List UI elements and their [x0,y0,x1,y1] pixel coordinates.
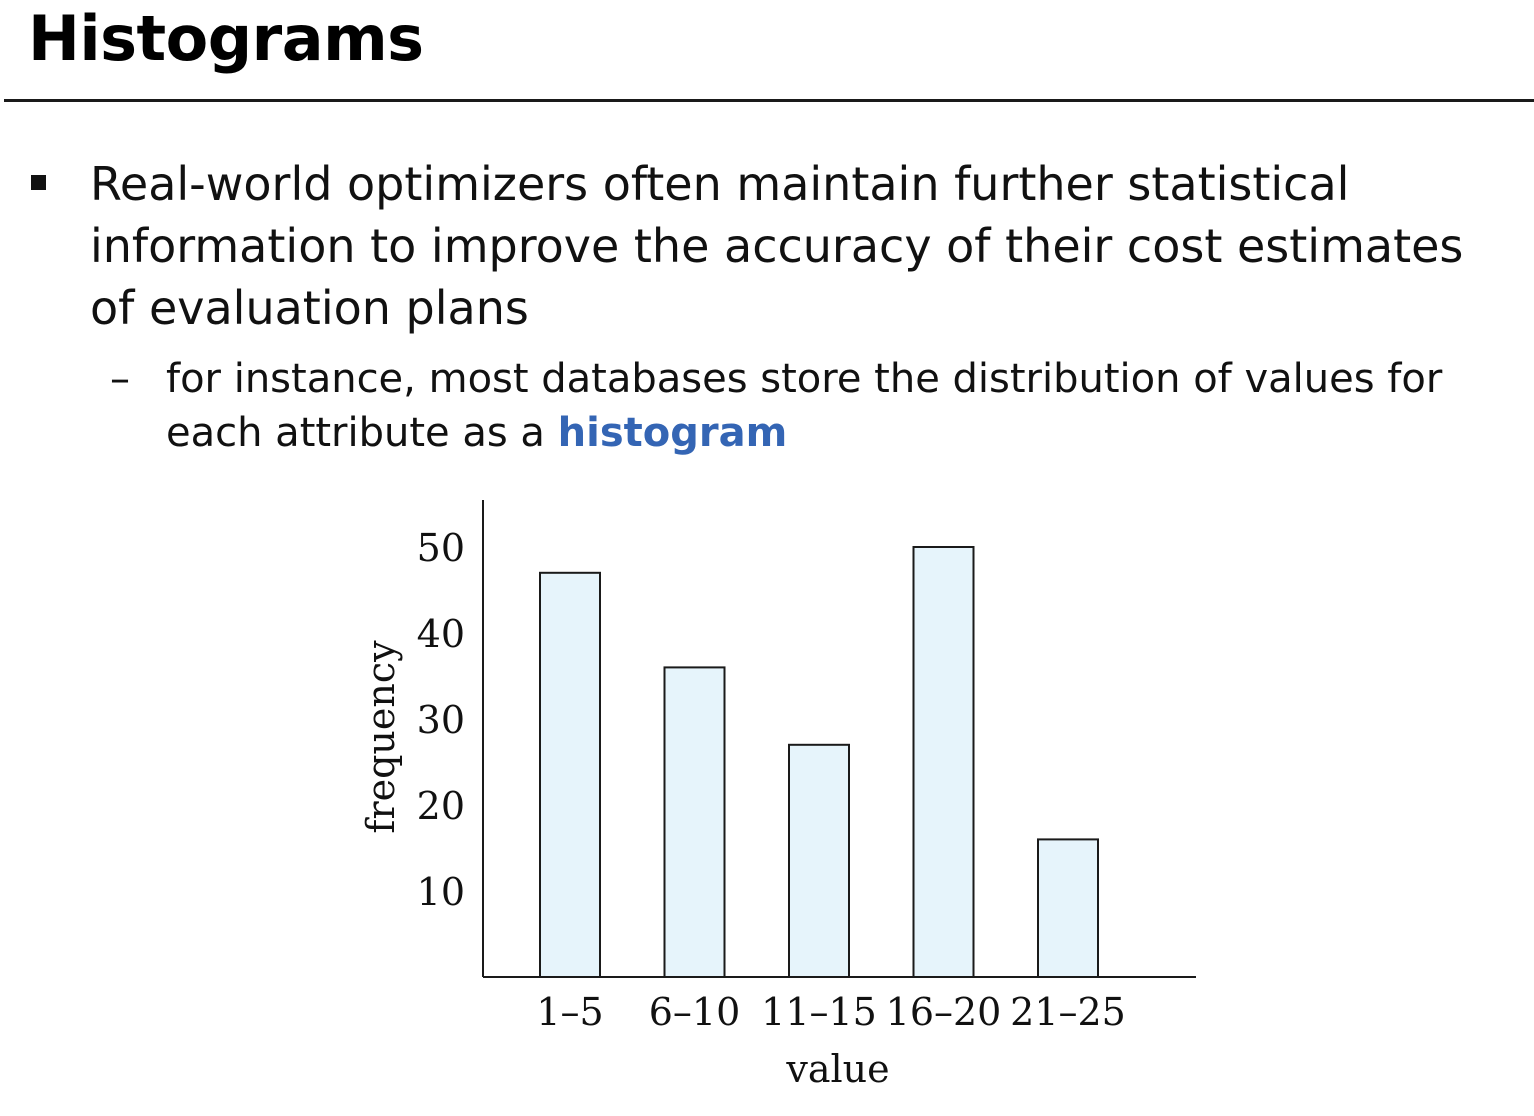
bar-5 [1037,838,1099,978]
y-tick-label: 10 [417,870,465,914]
histogram-chart: 10 20 30 40 50 1–5 6–10 11–15 16–20 21–25 value fre… [359,500,1196,1091]
x-axis-label: value [785,1047,889,1091]
bullet-point-1: Real-world optimizers often maintain fur… [90,157,1464,335]
x-tick-label: 11–15 [761,990,877,1034]
x-tick-label: 21–25 [1010,990,1126,1034]
x-tick-label: 1–5 [536,990,603,1034]
histogram-keyword: histogram [557,410,788,456]
bars-layer [539,546,1099,979]
labels-layer: 10 20 30 40 50 1–5 6–10 11–15 16–20 21–25 value fre… [359,526,1126,1091]
axes-layer [482,500,1196,978]
title-divider [4,99,1534,102]
x-tick-label: 6–10 [649,990,741,1034]
bar-4 [912,546,975,978]
bar-1 [539,571,601,979]
y-tick-label: 30 [417,698,465,742]
bullet-point-2-text: for instance, most databases store the d… [166,356,1443,456]
square-bullet-icon [31,175,46,190]
dash-bullet-icon: – [110,356,130,402]
y-tick-label: 50 [417,526,465,570]
y-tick-label: 40 [417,612,465,656]
slide-title: Histograms [28,2,424,75]
y-axis-label: frequency [359,640,403,834]
y-tick-label: 20 [417,784,465,828]
bar-2 [663,666,726,978]
x-tick-label: 16–20 [886,990,1002,1034]
bullet-point-2: for instance, most databases store the d… [166,352,1506,460]
bar-3 [788,743,850,978]
